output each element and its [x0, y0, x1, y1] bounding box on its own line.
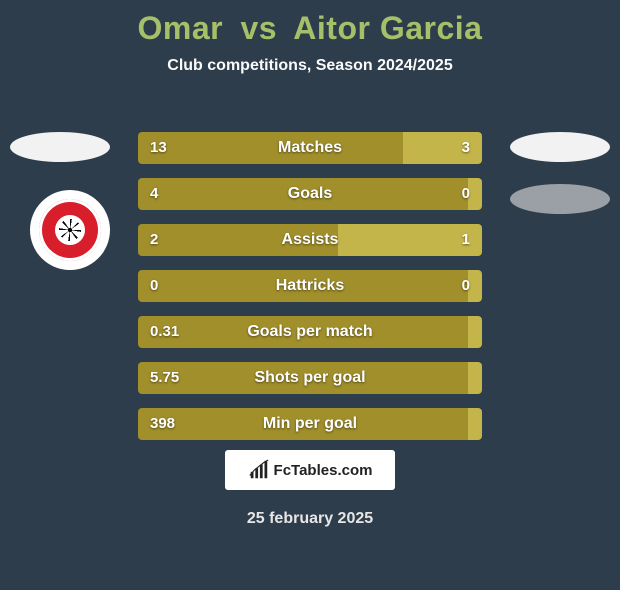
flag-left-1: [10, 132, 110, 162]
stat-label: Matches: [138, 132, 482, 164]
vs-text: vs: [241, 10, 278, 46]
stat-label: Hattricks: [138, 270, 482, 302]
stat-label: Assists: [138, 224, 482, 256]
stat-bar-hattricks: 0 Hattricks 0: [138, 270, 482, 302]
player1-name: Omar: [138, 10, 224, 46]
player2-name: Aitor Garcia: [293, 10, 482, 46]
stat-label: Goals: [138, 178, 482, 210]
stat-bar-gpm: 0.31 Goals per match: [138, 316, 482, 348]
stat-val-right: 3: [462, 132, 470, 164]
stat-bar-matches: 13 Matches 3: [138, 132, 482, 164]
stat-val-right: 0: [462, 178, 470, 210]
stat-bar-goals: 4 Goals 0: [138, 178, 482, 210]
flag-right-1: [510, 132, 610, 162]
club-badge: [30, 190, 110, 270]
stat-label: Min per goal: [138, 408, 482, 440]
stats-bars: 13 Matches 3 4 Goals 0 2 Assists 1 0 Hat…: [138, 132, 482, 454]
chart-icon: [248, 459, 270, 481]
stat-bar-assists: 2 Assists 1: [138, 224, 482, 256]
date-text: 25 february 2025: [0, 510, 620, 528]
stat-bar-mpg: 398 Min per goal: [138, 408, 482, 440]
subtitle: Club competitions, Season 2024/2025: [0, 57, 620, 75]
flag-right-2: [510, 184, 610, 214]
logo-text: FcTables.com: [274, 462, 373, 479]
stat-val-right: 0: [462, 270, 470, 302]
club-badge-inner: [39, 199, 101, 261]
comparison-title: Omar vs Aitor Garcia: [0, 10, 620, 47]
fctables-logo: FcTables.com: [225, 450, 395, 490]
stat-label: Shots per goal: [138, 362, 482, 394]
stat-bar-spg: 5.75 Shots per goal: [138, 362, 482, 394]
stat-label: Goals per match: [138, 316, 482, 348]
stat-val-right: 1: [462, 224, 470, 256]
